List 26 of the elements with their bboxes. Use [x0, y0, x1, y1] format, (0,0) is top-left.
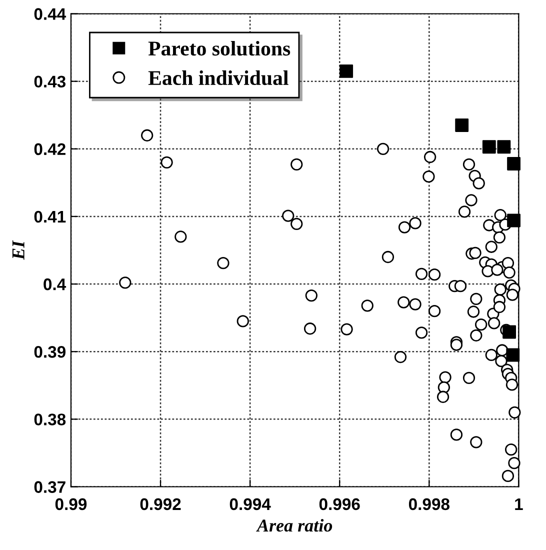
- x-tick-label: 0.992: [140, 498, 181, 510]
- x-tick-label: 0.998: [408, 498, 450, 510]
- x-tick-label: 0.996: [319, 498, 360, 510]
- x-axis-title: Area ratio: [256, 518, 332, 532]
- point: [506, 348, 520, 362]
- point: [340, 64, 354, 78]
- legend-label: Pareto solutions: [148, 40, 290, 56]
- point: [507, 157, 520, 170]
- point: [507, 214, 520, 228]
- y-tick-label: 0.38: [34, 414, 66, 426]
- x-tick-label: 0.994: [230, 498, 271, 510]
- y-tick-label: 0.44: [34, 8, 66, 20]
- y-tick-label: 0.39: [34, 346, 66, 358]
- point: [502, 325, 516, 339]
- point: [455, 118, 469, 132]
- point: [497, 140, 511, 154]
- x-tick-label: 1: [515, 498, 523, 510]
- y-tick-label: 0.41: [34, 210, 66, 223]
- legend-label: Each individual: [148, 70, 288, 86]
- y-tick-label: 0.37: [34, 481, 66, 493]
- x-tick-label: 0.99: [55, 498, 87, 510]
- y-tick-label: 0.43: [34, 76, 66, 88]
- point: [482, 140, 496, 154]
- y-tick-label: 0.42: [34, 143, 66, 156]
- y-tick-label: 0.4: [44, 278, 66, 290]
- y-axis-title: EI: [12, 240, 24, 260]
